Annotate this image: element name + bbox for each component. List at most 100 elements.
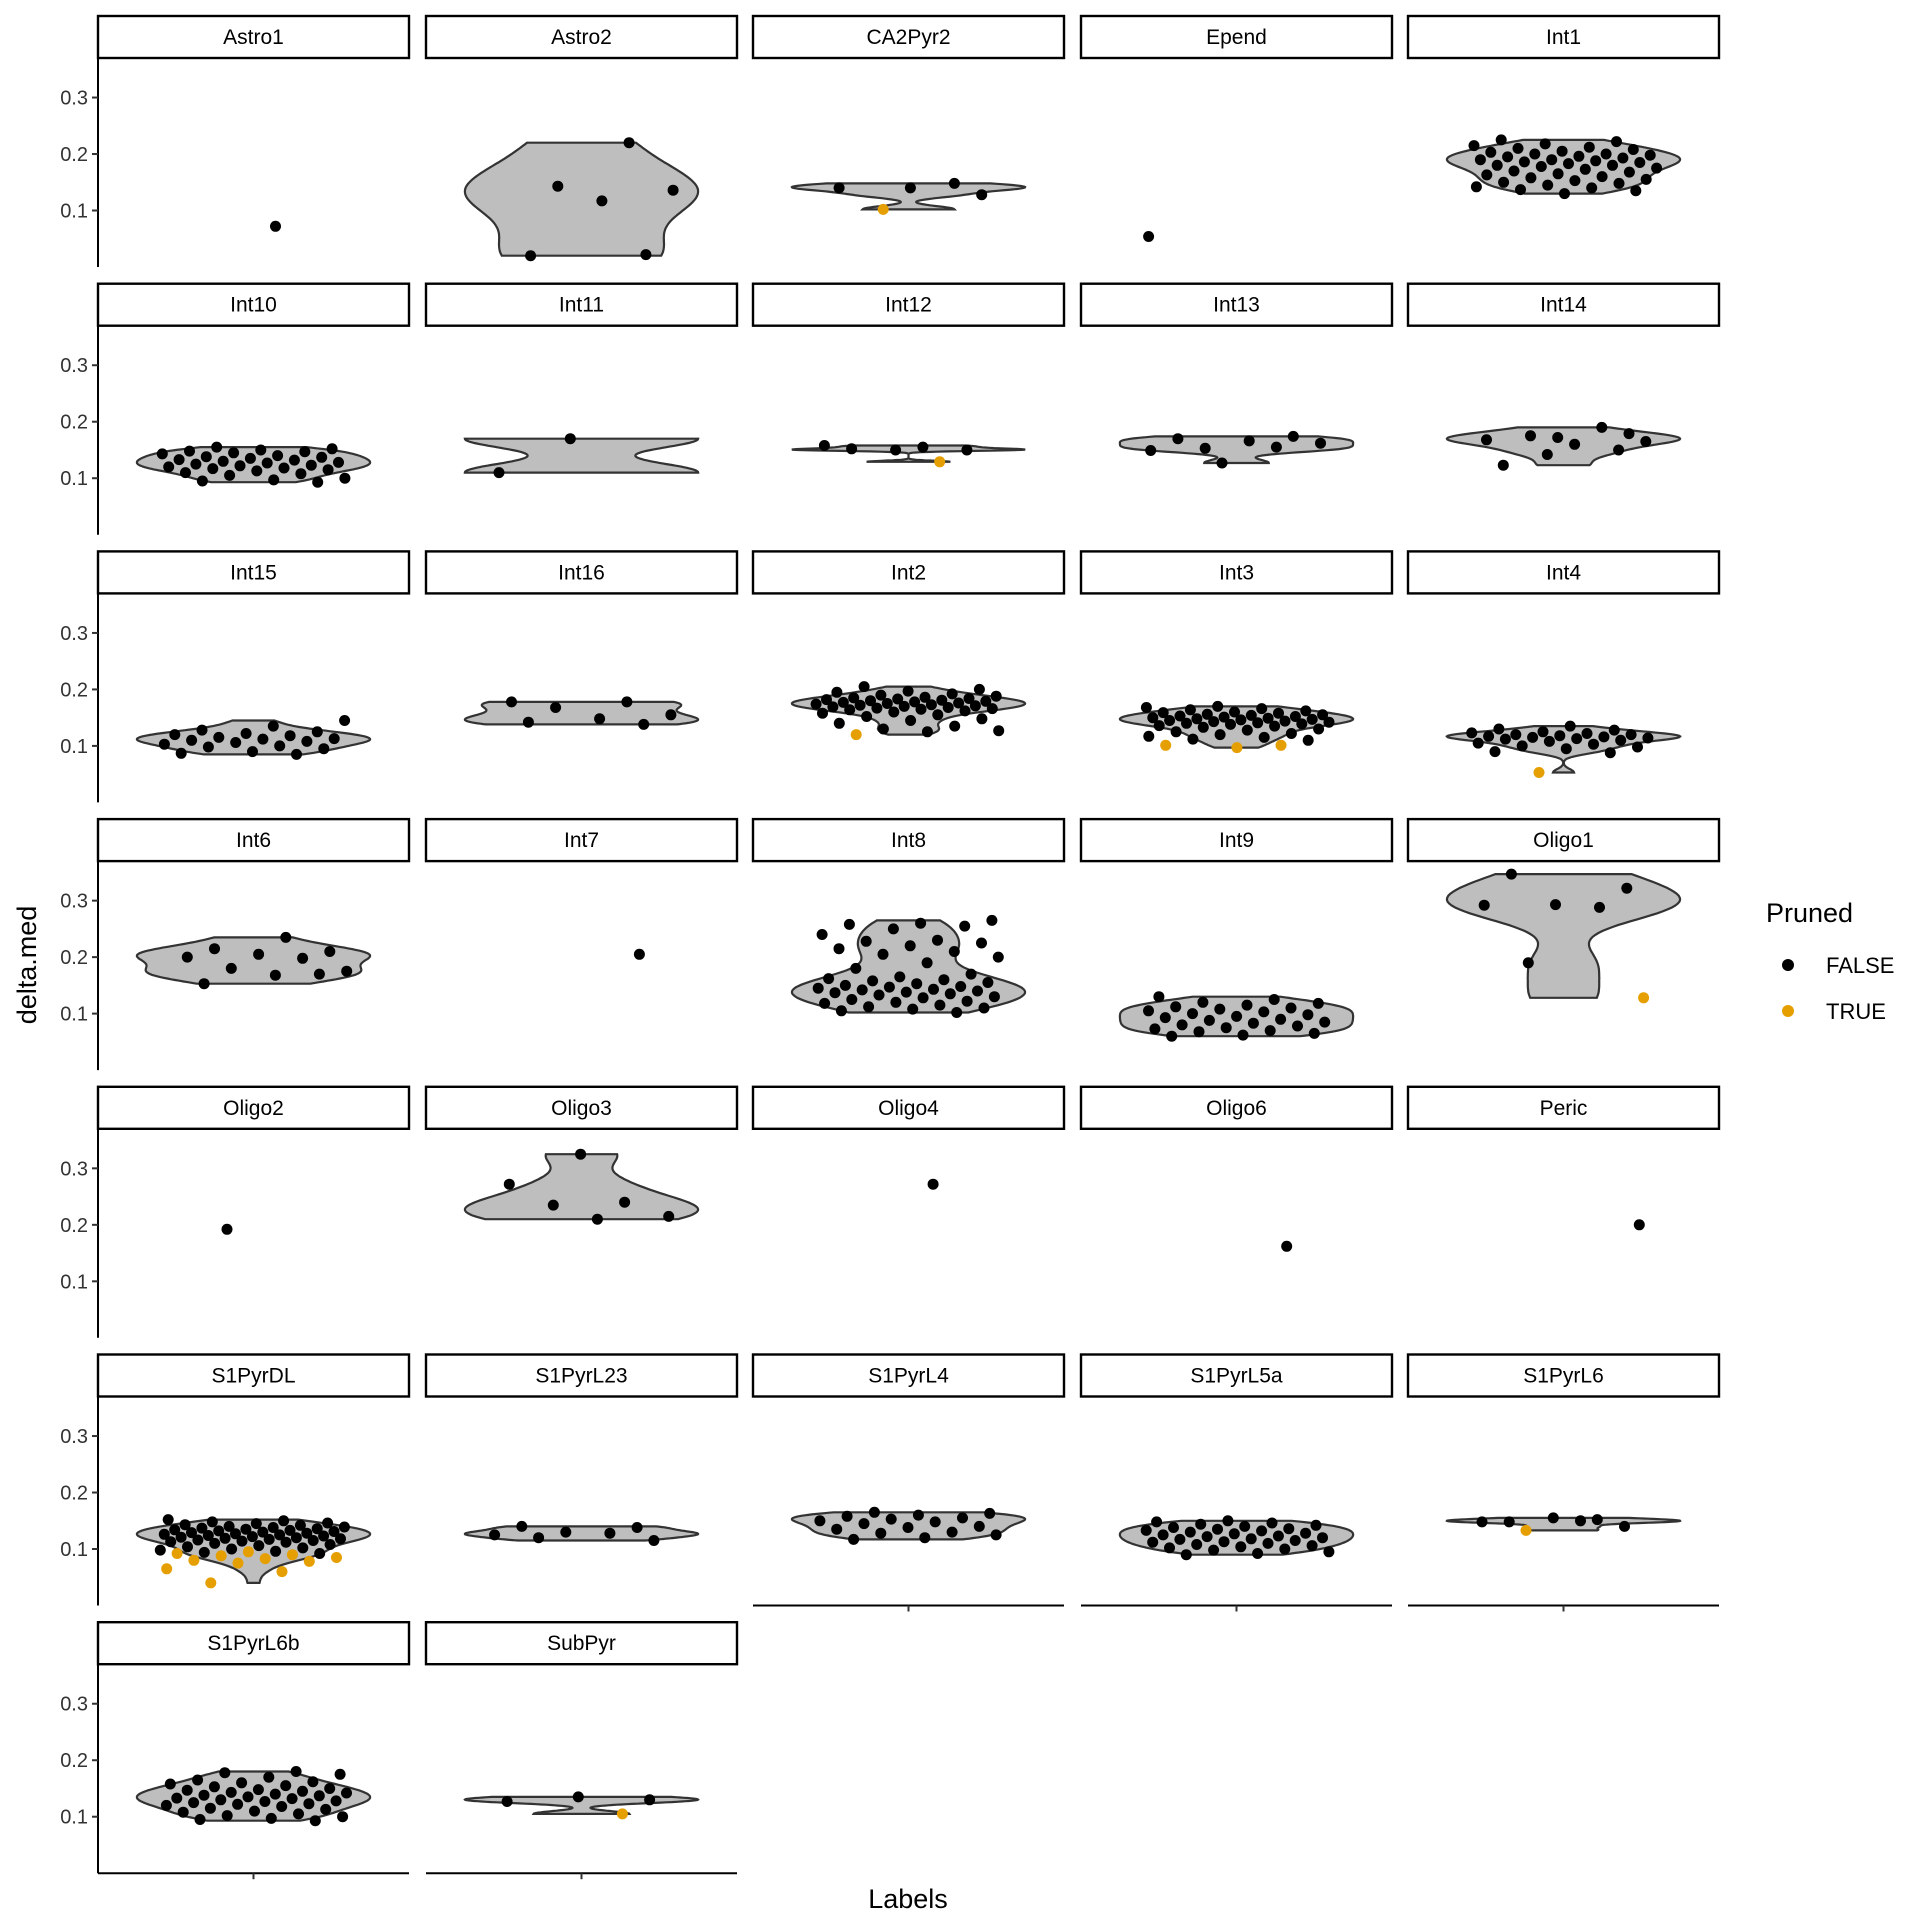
point-pruned-false <box>1187 1008 1198 1020</box>
point-pruned-false <box>1201 708 1213 720</box>
point-pruned-false <box>1222 1515 1234 1527</box>
point-pruned-false <box>251 465 263 477</box>
point-pruned-false <box>1197 721 1209 733</box>
facet-strip <box>1079 14 1394 60</box>
point-pruned-false <box>311 726 323 738</box>
point-pruned-false <box>1279 715 1291 727</box>
point-pruned-false <box>890 444 902 456</box>
point-pruned-false <box>1505 868 1517 880</box>
point-pruned-false <box>1560 743 1572 755</box>
point-pruned-false <box>980 695 992 707</box>
facet-panel-Int3: Int3 <box>1079 550 1394 754</box>
point-pruned-true <box>1520 1524 1532 1536</box>
point-pruned-false <box>163 461 175 473</box>
point-pruned-false <box>1252 717 1264 729</box>
point-pruned-false <box>1632 741 1643 753</box>
point-pruned-false <box>213 731 225 743</box>
point-pruned-false <box>177 1806 189 1818</box>
point-pruned-false <box>318 743 330 755</box>
point-pruned-true <box>286 1549 298 1561</box>
point-pruned-false <box>976 713 988 725</box>
point-pruned-false <box>921 726 933 738</box>
point-pruned-false <box>1317 1532 1328 1544</box>
point-pruned-false <box>817 707 828 719</box>
point-pruned-false <box>228 447 240 459</box>
point-pruned-false <box>640 249 652 261</box>
point-pruned-false <box>522 716 534 728</box>
y-tick-label: 0.3 <box>60 355 88 377</box>
y-tick-label: 0.2 <box>60 1483 88 1505</box>
point-pruned-false <box>1292 1020 1303 1032</box>
point-pruned-false <box>898 700 910 712</box>
point-pruned-false <box>844 704 856 716</box>
point-pruned-false <box>1539 138 1551 150</box>
point-pruned-true <box>331 1552 342 1563</box>
point-pruned-false <box>1575 1515 1586 1527</box>
point-pruned-false <box>1159 1012 1171 1024</box>
point-pruned-false <box>489 1529 501 1541</box>
point-pruned-false <box>1604 747 1616 759</box>
point-pruned-false <box>280 931 292 943</box>
point-pruned-false <box>1522 957 1534 969</box>
point-pruned-false <box>1170 726 1182 738</box>
point-pruned-false <box>209 943 220 955</box>
point-pruned-false <box>1258 1006 1270 1018</box>
facet-strip-label: Int15 <box>230 561 277 584</box>
point-pruned-false <box>814 1515 826 1527</box>
point-pruned-false <box>831 686 843 698</box>
point-pruned-false <box>1157 1529 1169 1541</box>
point-pruned-false <box>303 1798 315 1810</box>
facet-strip-label: CA2Pyr2 <box>866 26 950 49</box>
point-pruned-false <box>594 713 606 725</box>
point-pruned-false <box>963 693 975 704</box>
point-pruned-false <box>171 1792 183 1804</box>
y-tick-label: 0.2 <box>60 1750 88 1772</box>
point-pruned-false <box>942 702 954 713</box>
point-pruned-false <box>1289 711 1301 722</box>
facet-strip-label: SubPyr <box>547 1632 616 1655</box>
y-tick-label: 0.2 <box>60 412 88 434</box>
point-pruned-false <box>1195 1518 1207 1530</box>
point-pruned-false <box>1245 709 1257 721</box>
point-pruned-false <box>226 1543 238 1555</box>
point-pruned-false <box>1225 718 1236 730</box>
point-pruned-false <box>1208 1544 1220 1556</box>
point-pruned-false <box>946 1526 958 1538</box>
point-pruned-false <box>1611 136 1622 148</box>
violin-Int15 <box>135 719 372 756</box>
point-pruned-false <box>1481 169 1493 181</box>
point-pruned-true <box>1275 739 1287 751</box>
point-pruned-false <box>1201 1531 1213 1543</box>
point-pruned-false <box>186 1527 197 1539</box>
point-pruned-false <box>837 696 849 708</box>
point-pruned-false <box>249 1805 260 1817</box>
point-pruned-false <box>1552 432 1564 443</box>
facet-strip <box>751 14 1066 60</box>
point-pruned-false <box>207 463 219 475</box>
facet-panel-Int9: Int9 <box>1079 817 1394 1042</box>
facet-strip <box>424 282 739 327</box>
point-pruned-false <box>270 1545 282 1557</box>
point-pruned-false <box>823 973 835 985</box>
point-pruned-false <box>835 1005 847 1017</box>
point-pruned-false <box>1516 740 1528 752</box>
point-pruned-false <box>259 1796 271 1807</box>
facet-strip <box>751 282 1066 327</box>
point-pruned-false <box>1247 1017 1259 1029</box>
point-pruned-false <box>1564 720 1576 732</box>
point-pruned-false <box>1583 141 1595 153</box>
point-pruned-false <box>330 1795 342 1807</box>
point-pruned-false <box>341 1787 352 1799</box>
point-pruned-false <box>932 934 943 946</box>
point-pruned-false <box>198 1789 210 1801</box>
point-pruned-false <box>1302 734 1314 746</box>
point-pruned-false <box>1216 457 1228 469</box>
point-pruned-false <box>894 971 906 983</box>
point-pruned-false <box>175 1531 187 1543</box>
point-pruned-false <box>917 992 929 1004</box>
point-pruned-false <box>247 746 258 758</box>
point-pruned-false <box>1510 729 1522 741</box>
point-pruned-false <box>250 1518 262 1530</box>
point-pruned-true <box>259 1553 271 1565</box>
point-pruned-false <box>213 1525 225 1537</box>
